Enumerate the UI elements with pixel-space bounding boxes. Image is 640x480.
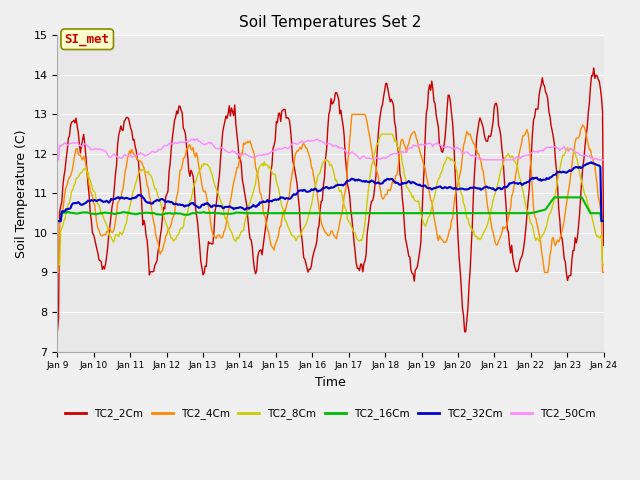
Text: SI_met: SI_met — [65, 33, 109, 46]
Legend: TC2_2Cm, TC2_4Cm, TC2_8Cm, TC2_16Cm, TC2_32Cm, TC2_50Cm: TC2_2Cm, TC2_4Cm, TC2_8Cm, TC2_16Cm, TC2… — [61, 404, 600, 423]
Y-axis label: Soil Temperature (C): Soil Temperature (C) — [15, 129, 28, 258]
X-axis label: Time: Time — [315, 376, 346, 389]
Title: Soil Temperatures Set 2: Soil Temperatures Set 2 — [239, 15, 422, 30]
